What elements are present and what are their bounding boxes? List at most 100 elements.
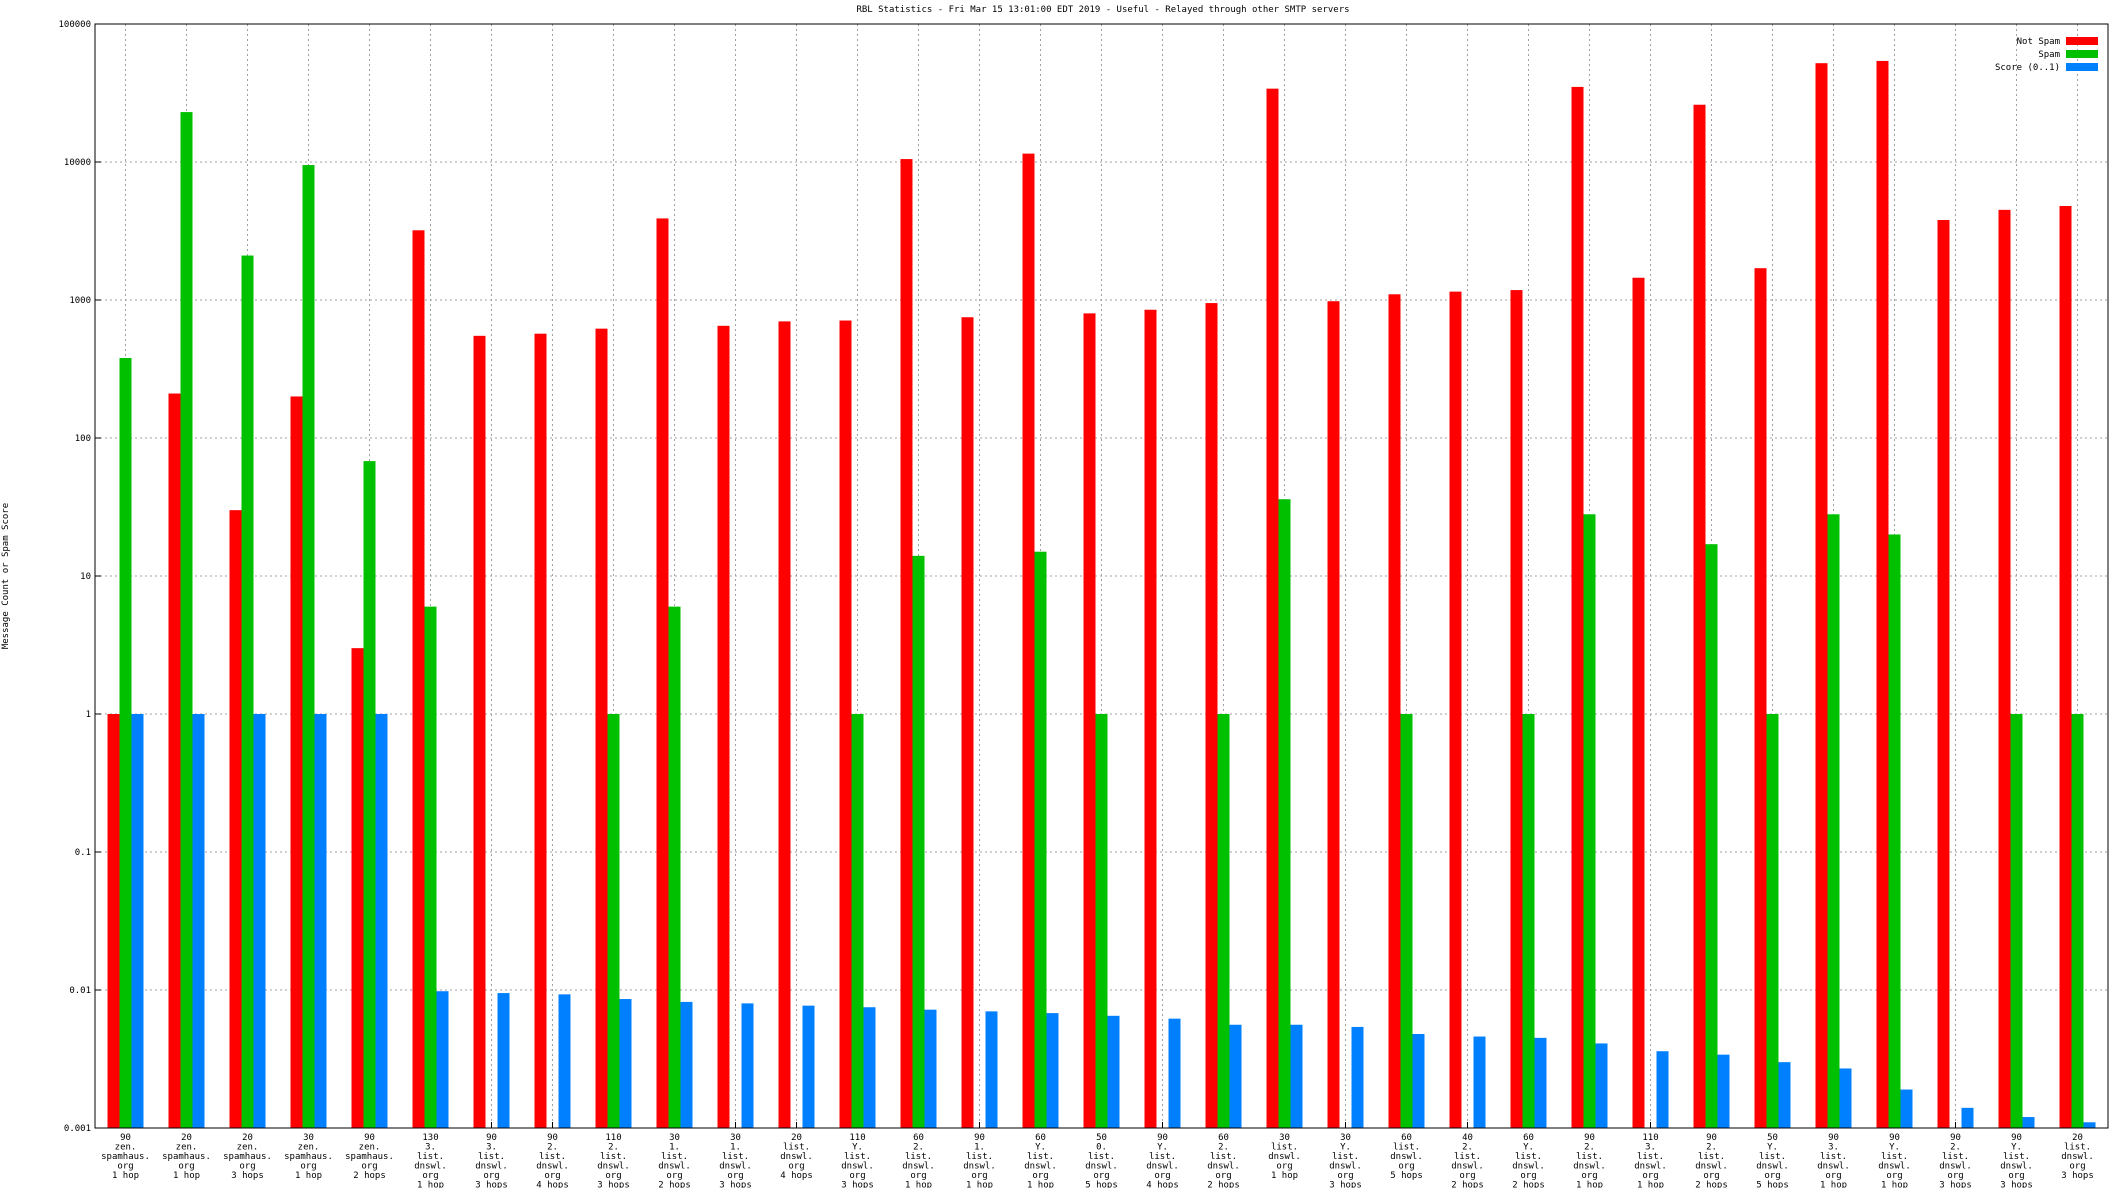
bar (302, 165, 315, 1128)
x-tick-label: spamhaus. (101, 1152, 150, 1162)
x-tick-label: org (178, 1162, 194, 1172)
x-tick-label: org (1703, 1171, 1719, 1181)
legend-label: Score (0..1) (1995, 63, 2060, 73)
bar (2022, 1117, 2035, 1128)
x-tick-label: 110 (605, 1133, 621, 1143)
x-tick-label: 5 hops (1756, 1181, 1789, 1188)
x-tick-label: dnswl. (536, 1162, 569, 1172)
x-tick-label: spamhaus. (345, 1152, 394, 1162)
x-tick-label: 90 (364, 1133, 375, 1143)
x-tick-label: org (1764, 1171, 1780, 1181)
x-tick-label: Y. (1157, 1143, 1168, 1153)
x-tick-label: 1 hop (966, 1181, 993, 1188)
x-tick-label: 90 (1584, 1133, 1595, 1143)
bar (1022, 153, 1035, 1128)
x-tick-label: spamhaus. (223, 1152, 272, 1162)
x-tick-label: list. (2064, 1143, 2091, 1153)
x-tick-label: 1. (730, 1143, 741, 1153)
bar (1961, 1107, 1974, 1128)
bar (924, 1009, 937, 1128)
x-tick-label: 3 hops (1939, 1181, 1972, 1188)
bar (1327, 301, 1340, 1128)
chart-title: RBL Statistics - Fri Mar 15 13:01:00 EDT… (856, 5, 1349, 15)
x-tick-label: 4 hops (1146, 1181, 1179, 1188)
x-tick-label: 1 hop (417, 1181, 444, 1188)
x-tick-label: 2 hops (1695, 1181, 1728, 1188)
x-tick-label: 3. (1645, 1143, 1656, 1153)
x-tick-label: org (1093, 1171, 1109, 1181)
x-tick-label: 3 hops (719, 1181, 752, 1188)
x-tick-label: dnswl. (1268, 1152, 1301, 1162)
bar (741, 1003, 754, 1128)
x-tick-label: 1. (974, 1143, 985, 1153)
x-tick-label: org (605, 1171, 621, 1181)
x-tick-label: 90 (974, 1133, 985, 1143)
bar (1595, 1043, 1608, 1128)
x-tick-label: 2. (1950, 1143, 1961, 1153)
bar (229, 510, 242, 1129)
x-tick-label: list. (1515, 1152, 1542, 1162)
x-tick-label: list. (1149, 1152, 1176, 1162)
x-tick-label: dnswl. (719, 1162, 752, 1172)
x-tick-label: list. (417, 1152, 444, 1162)
x-tick-label: 60 (1523, 1133, 1534, 1143)
x-tick-label: 1 hop (905, 1181, 932, 1188)
bar (1412, 1033, 1425, 1128)
x-tick-label: org (727, 1171, 743, 1181)
x-tick-label: 30 (669, 1133, 680, 1143)
x-tick-label: 110 (1642, 1133, 1658, 1143)
x-tick-label: list. (600, 1152, 627, 1162)
bar (1266, 88, 1279, 1129)
x-tick-label: Y. (1767, 1143, 1778, 1153)
x-tick-label: list. (1210, 1152, 1237, 1162)
x-tick-label: dnswl. (1329, 1162, 1362, 1172)
bar (1827, 514, 1840, 1128)
x-tick-label: org (544, 1171, 560, 1181)
x-tick-label: 2 hops (658, 1181, 691, 1188)
x-tick-label: list. (2003, 1152, 2030, 1162)
bar (2059, 205, 2072, 1128)
bar (863, 1007, 876, 1128)
bar (607, 714, 620, 1128)
y-tick-label: 10000 (64, 158, 91, 168)
bar (1656, 1051, 1669, 1128)
x-tick-label: 1 hop (1271, 1171, 1298, 1181)
x-tick-label: list. (1454, 1152, 1481, 1162)
bar (985, 1011, 998, 1128)
bar (1754, 268, 1767, 1128)
bar (1034, 551, 1047, 1128)
bar (1693, 104, 1706, 1128)
x-tick-label: 20 (2072, 1133, 2083, 1143)
x-tick-label: 1 hop (112, 1171, 139, 1181)
x-tick-label: 3. (425, 1143, 436, 1153)
x-tick-label: dnswl. (780, 1152, 813, 1162)
x-tick-label: 90 (547, 1133, 558, 1143)
x-tick-label: 5 hops (1085, 1181, 1118, 1188)
x-tick-label: list. (844, 1152, 871, 1162)
x-tick-label: 1. (669, 1143, 680, 1153)
x-tick-label: 20 (791, 1133, 802, 1143)
bar (912, 555, 925, 1128)
x-tick-label: 30 (303, 1133, 314, 1143)
x-tick-label: dnswl. (597, 1162, 630, 1172)
bar (1083, 313, 1096, 1128)
x-tick-label: 110 (849, 1133, 865, 1143)
x-tick-label: Y. (1889, 1143, 1900, 1153)
x-tick-label: 90 (120, 1133, 131, 1143)
bar (717, 325, 730, 1128)
x-tick-label: org (849, 1171, 865, 1181)
bar (851, 714, 864, 1128)
x-tick-label: dnswl. (1390, 1152, 1423, 1162)
bar (1839, 1068, 1852, 1128)
bar (363, 461, 376, 1128)
x-tick-label: org (483, 1171, 499, 1181)
bar (1144, 309, 1157, 1128)
x-tick-label: org (239, 1162, 255, 1172)
x-tick-label: dnswl. (1207, 1162, 1240, 1172)
bar (1168, 1018, 1181, 1128)
x-tick-label: 1 hop (1027, 1181, 1054, 1188)
x-tick-label: 2 hops (1451, 1181, 1484, 1188)
x-tick-label: Y. (1340, 1143, 1351, 1153)
x-tick-label: 1 hop (295, 1171, 322, 1181)
x-tick-label: org (1154, 1171, 1170, 1181)
